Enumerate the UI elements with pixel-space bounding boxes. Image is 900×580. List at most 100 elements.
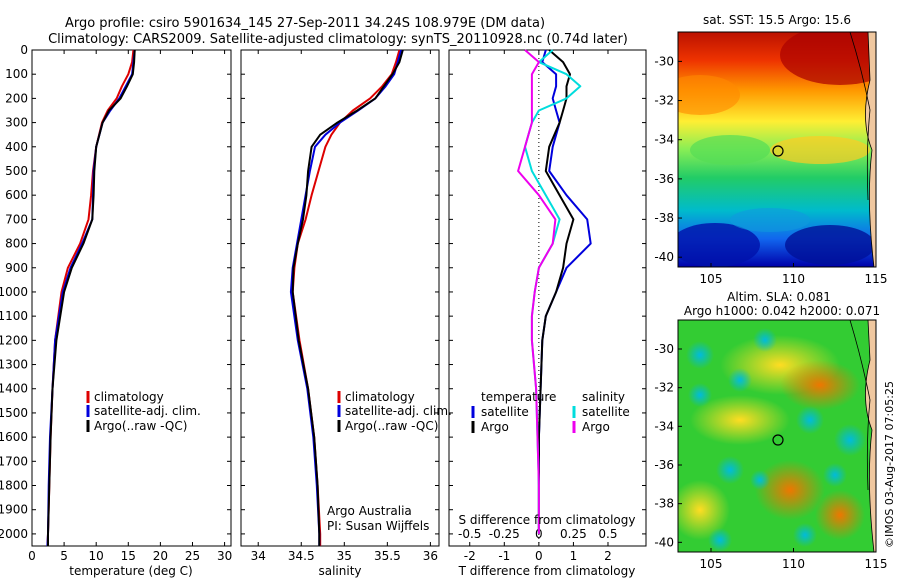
map-y-tick-label: -34 (654, 133, 674, 147)
x-tick-label: 15 (121, 549, 136, 563)
salinity-xlabel: salinity (318, 564, 361, 578)
depth-tick-label: 1000 (0, 285, 28, 299)
x-tick-label: 5 (60, 549, 68, 563)
depth-tick-label: 1800 (0, 479, 28, 493)
map-y-tick-label: -40 (654, 250, 674, 264)
map-y-tick-label: -30 (654, 54, 674, 68)
x-tick-label: 34 (251, 549, 266, 563)
sst-map-title: sat. SST: 15.5 Argo: 15.6 (703, 13, 851, 27)
map-y-tick-label: -38 (654, 211, 674, 225)
map-x-tick-label: 115 (865, 272, 888, 286)
series-line-argo (537, 49, 575, 534)
depth-tick-label: 700 (5, 212, 28, 226)
x-tick-label: 1 (570, 549, 578, 563)
legend-t-satellite: satellite (481, 405, 529, 419)
credit-line2: PI: Susan Wijffels (327, 519, 429, 533)
sla-map (678, 320, 876, 552)
figure-title: Argo profile: csiro 5901634_145 27-Sep-2… (65, 16, 545, 31)
depth-tick-label: 800 (5, 237, 28, 251)
map-y-tick-label: -38 (654, 497, 674, 511)
copyright-text: ©IMOS 03-Aug-2017 07:05:25 (883, 381, 896, 548)
difference-panel (448, 49, 647, 547)
x-tick-label: 34.5 (288, 549, 315, 563)
legend-s-argo: Argo (582, 420, 610, 434)
temperature-panel (31, 49, 232, 547)
sla-map-title: Altim. SLA: 0.081 (727, 290, 831, 304)
depth-tick-label: 1500 (0, 406, 28, 420)
legend-satellite: satellite-adj. clim. (345, 404, 452, 418)
legend-s-satellite: satellite (582, 405, 630, 419)
map-y-tick-label: -32 (654, 381, 674, 395)
map-y-tick-label: -40 (654, 535, 674, 549)
s-difference-xlabel: S difference from climatology (459, 513, 636, 527)
s-diff-tick-label: -0.5 (458, 527, 481, 541)
map-axes: 105 110 115 -30 -32 -34 -36 -38 -40 105 110 115 -30 -… (654, 54, 887, 571)
argo-location-marker (772, 145, 784, 157)
legend-argo: Argo(..raw -QC) (345, 419, 438, 433)
depth-tick-label: 1700 (0, 454, 28, 468)
s-diff-tick-label: 0.5 (598, 527, 617, 541)
s-diff-tick-label: 0.25 (560, 527, 587, 541)
figure-subtitle: Climatology: CARS2009. Satellite-adjuste… (48, 32, 628, 47)
sst-map-frame (677, 31, 877, 268)
map-x-tick-label: 105 (700, 557, 723, 571)
salinity-legend: climatology satellite-adj. clim. Argo(..… (337, 390, 452, 433)
x-tick-label: 10 (89, 549, 104, 563)
x-tick-label: -1 (498, 549, 510, 563)
depth-tick-label: 1900 (0, 503, 28, 517)
depth-tick-label: 1100 (0, 309, 28, 323)
legend-t-argo: Argo (481, 420, 509, 434)
x-tick-label: 36 (423, 549, 438, 563)
salinity-panel (240, 49, 440, 547)
x-tick-label: 20 (153, 549, 168, 563)
sla-map-subtitle: Argo h1000: 0.042 h2000: 0.071 (684, 304, 880, 318)
map-y-tick-label: -36 (654, 172, 674, 186)
axes: 0100200300400500600700800900100011001200… (0, 43, 646, 563)
depth-tick-label: 1200 (0, 333, 28, 347)
depth-tick-label: 500 (5, 164, 28, 178)
t-difference-xlabel: T difference from climatology (458, 564, 636, 578)
x-tick-label: 2 (604, 549, 612, 563)
depth-tick-label: 400 (5, 140, 28, 154)
sla-map-frame (677, 319, 877, 553)
x-tick-label: 35 (337, 549, 352, 563)
depth-tick-label: 0 (20, 43, 28, 57)
depth-tick-label: 2000 (0, 527, 28, 541)
x-tick-label: 35.5 (374, 549, 401, 563)
depth-tick-label: 200 (5, 91, 28, 105)
legend-climatology: climatology (345, 390, 415, 404)
series-line-argo-raw-qc- (47, 49, 136, 546)
credit-line1: Argo Australia (327, 504, 412, 518)
x-tick-label: 30 (217, 549, 232, 563)
map-x-tick-label: 110 (782, 272, 805, 286)
temperature-xlabel: temperature (deg C) (69, 564, 192, 578)
series-line-argo-raw-qc- (291, 49, 404, 546)
x-tick-label: 0 (28, 549, 36, 563)
map-y-tick-label: -34 (654, 419, 674, 433)
depth-tick-label: 600 (5, 188, 28, 202)
x-tick-label: -2 (464, 549, 476, 563)
s-diff-tick-label: -0.25 (489, 527, 520, 541)
legend-temperature-heading: temperature (481, 390, 556, 404)
depth-tick-label: 100 (5, 67, 28, 81)
temperature-legend: climatology satellite-adj. clim. Argo(..… (86, 390, 201, 433)
legend-climatology: climatology (94, 390, 164, 404)
sst-map (678, 32, 876, 267)
profile-curves (46, 49, 592, 547)
legend-satellite: satellite-adj. clim. (94, 404, 201, 418)
depth-tick-label: 1400 (0, 382, 28, 396)
depth-tick-label: 300 (5, 116, 28, 130)
map-y-tick-label: -30 (654, 342, 674, 356)
map-x-tick-label: 105 (700, 272, 723, 286)
map-x-tick-label: 110 (782, 557, 805, 571)
argo-location-marker (772, 434, 784, 446)
map-y-tick-label: -36 (654, 458, 674, 472)
depth-tick-label: 1600 (0, 430, 28, 444)
map-y-tick-label: -32 (654, 94, 674, 108)
series-line-argo-salinity- (517, 49, 557, 534)
x-tick-label: 25 (185, 549, 200, 563)
legend-salinity-heading: salinity (582, 390, 625, 404)
map-x-tick-label: 115 (865, 557, 888, 571)
legend-argo: Argo(..raw -QC) (94, 419, 187, 433)
